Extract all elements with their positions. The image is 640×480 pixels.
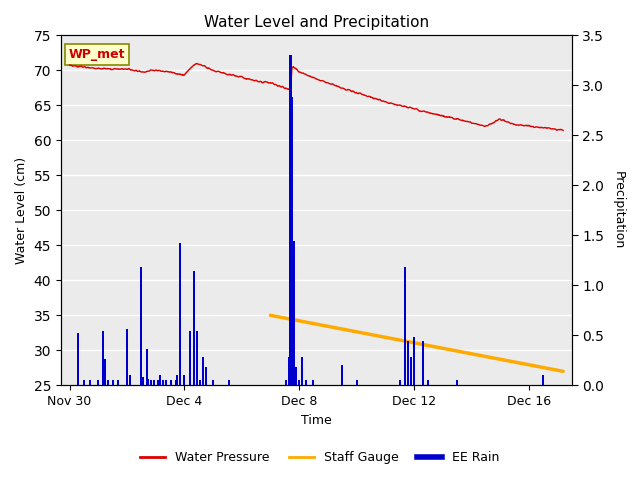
Bar [205, 367, 207, 385]
Bar [164, 380, 166, 385]
Bar [291, 97, 293, 385]
Text: WP_met: WP_met [68, 48, 125, 61]
Bar [407, 341, 409, 385]
Bar [159, 375, 161, 385]
Bar [289, 55, 291, 385]
Bar [111, 380, 113, 385]
Bar [153, 380, 155, 385]
Bar [104, 360, 106, 385]
Bar [199, 380, 201, 385]
Bar [183, 375, 186, 385]
Bar [83, 380, 85, 385]
Bar [157, 380, 159, 385]
Bar [77, 333, 79, 385]
Bar [413, 337, 415, 385]
Bar [295, 367, 297, 385]
Bar [542, 375, 544, 385]
Bar [88, 380, 91, 385]
Bar [288, 357, 290, 385]
Bar [399, 380, 401, 385]
Bar [102, 331, 104, 385]
Title: Water Level and Precipitation: Water Level and Precipitation [204, 15, 429, 30]
Bar [189, 331, 191, 385]
Bar [428, 380, 429, 385]
Bar [404, 267, 406, 385]
Bar [108, 380, 109, 385]
Bar [141, 377, 144, 385]
Bar [97, 380, 99, 385]
Bar [202, 357, 204, 385]
Bar [175, 380, 177, 385]
Bar [140, 267, 142, 385]
Bar [179, 243, 181, 385]
Bar [293, 241, 295, 385]
Bar [410, 357, 412, 385]
Bar [456, 380, 458, 385]
Bar [341, 365, 343, 385]
Y-axis label: Precipitation: Precipitation [612, 171, 625, 250]
Bar [117, 380, 119, 385]
Bar [355, 380, 358, 385]
Legend: Water Pressure, Staff Gauge, EE Rain: Water Pressure, Staff Gauge, EE Rain [136, 446, 504, 469]
Bar [196, 331, 198, 385]
X-axis label: Time: Time [301, 414, 332, 427]
Bar [212, 380, 214, 385]
Bar [305, 380, 307, 385]
Bar [146, 349, 148, 385]
Bar [147, 379, 150, 385]
Bar [150, 380, 152, 385]
Y-axis label: Water Level (cm): Water Level (cm) [15, 157, 28, 264]
Bar [312, 380, 314, 385]
Bar [193, 271, 195, 385]
Bar [176, 375, 178, 385]
Bar [285, 380, 287, 385]
Bar [129, 375, 131, 385]
Bar [170, 380, 172, 385]
Bar [422, 341, 424, 385]
Bar [301, 357, 303, 385]
Bar [126, 329, 128, 385]
Bar [162, 380, 164, 385]
Bar [298, 380, 300, 385]
Bar [228, 380, 230, 385]
